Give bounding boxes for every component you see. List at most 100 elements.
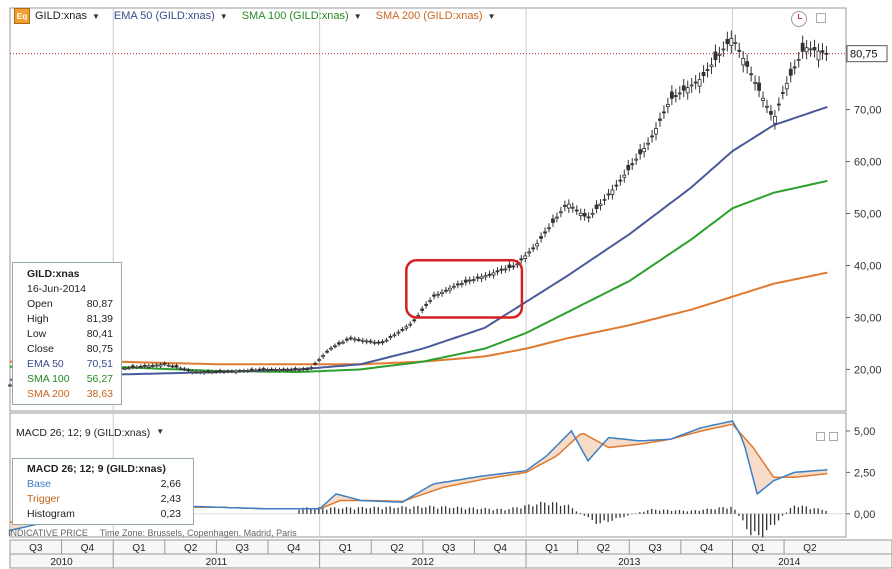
candle-body xyxy=(158,364,163,367)
candle-body xyxy=(166,364,171,367)
info-row: SMA 100 56,27 xyxy=(13,372,121,387)
candle-body xyxy=(202,371,207,374)
candle-body xyxy=(444,289,448,292)
candle-body xyxy=(574,209,579,212)
candle-body xyxy=(669,91,674,99)
candle-body xyxy=(824,52,829,55)
info-label: SMA 100 xyxy=(27,373,70,385)
symbol-selector[interactable]: Eq GILD:xnas ▼ xyxy=(14,8,100,24)
candle-body xyxy=(622,174,627,178)
candle-body xyxy=(555,216,559,219)
candle-body xyxy=(337,342,341,345)
candle-body xyxy=(360,339,365,342)
candle-body xyxy=(558,211,563,214)
info-value: 56,27 xyxy=(86,373,113,385)
info-row: Close 80,75 xyxy=(13,342,121,357)
candle-body xyxy=(590,212,595,215)
candle-body xyxy=(721,48,726,51)
candle-body xyxy=(487,273,492,276)
candle-body xyxy=(523,255,528,259)
candle-body xyxy=(654,128,658,135)
candle-body xyxy=(729,37,734,46)
time-zone: Time Zone: Brussels, Copenhagen, Madrid,… xyxy=(99,528,297,538)
candle-body xyxy=(206,370,211,373)
candle-body xyxy=(333,345,337,348)
quarter-label: Q1 xyxy=(752,543,766,554)
chevron-down-icon: ▼ xyxy=(487,11,496,21)
candle-body xyxy=(543,231,547,234)
sma200-label: SMA 200 (GILD:xnas) xyxy=(375,10,483,22)
symbol-label: GILD:xnas xyxy=(35,10,87,22)
candle-body xyxy=(344,338,349,341)
close-icon[interactable] xyxy=(829,432,838,441)
chevron-down-icon: ▼ xyxy=(219,11,228,21)
info-label: Close xyxy=(27,343,54,355)
year-label: 2011 xyxy=(206,557,228,568)
clock-icon[interactable] xyxy=(791,11,807,27)
maximize-icon[interactable] xyxy=(816,13,826,23)
quarter-label: Q2 xyxy=(803,543,817,554)
candle-body xyxy=(174,365,179,368)
candle-body xyxy=(234,370,238,373)
candle-body xyxy=(440,291,444,294)
candle-body xyxy=(646,142,650,145)
info-value: 38,63 xyxy=(86,388,113,400)
candle-body xyxy=(733,42,738,44)
candle-body xyxy=(348,337,353,340)
ema-selector[interactable]: EMA 50 (GILD:xnas) ▼ xyxy=(114,10,228,22)
candle-body xyxy=(618,179,623,182)
candle-body xyxy=(253,369,258,372)
macd-label: MACD 26; 12; 9 (GILD:xnas) xyxy=(16,427,151,439)
candle-body xyxy=(241,370,246,373)
candle-body xyxy=(412,319,417,322)
candle-body xyxy=(796,58,801,61)
candle-body xyxy=(404,326,409,329)
macd-selector[interactable]: MACD 26; 12; 9 (GILD:xnas) ▼ xyxy=(16,427,164,439)
ema-label: EMA 50 (GILD:xnas) xyxy=(113,10,215,22)
candle-body xyxy=(685,87,690,94)
macd-row-label: Histogram xyxy=(27,508,75,520)
candle-body xyxy=(218,370,222,373)
candle-body xyxy=(495,270,500,273)
info-row: Open 80,87 xyxy=(13,297,121,312)
chevron-down-icon: ▼ xyxy=(353,11,362,21)
quarter-label: Q2 xyxy=(390,543,404,554)
candle-body xyxy=(753,81,757,84)
macd-info-box: MACD 26; 12; 9 (GILD:xnas) Base 2,66 Trig… xyxy=(12,458,194,525)
indicative-price: INDICATIVE PRICE xyxy=(8,528,88,538)
candle-body xyxy=(380,341,385,344)
candle-body xyxy=(178,367,183,370)
candle-body xyxy=(329,347,333,350)
candle-body xyxy=(396,331,401,334)
candle-body xyxy=(598,203,603,206)
sma100-selector[interactable]: SMA 100 (GILD:xnas) ▼ xyxy=(242,10,362,22)
candle-body xyxy=(630,163,635,166)
candle-body xyxy=(356,339,361,341)
candle-body xyxy=(214,371,218,374)
maximize-icon[interactable] xyxy=(816,432,825,441)
candle-body xyxy=(273,369,278,371)
candle-body xyxy=(289,369,294,371)
candle-body xyxy=(689,84,694,87)
candle-body xyxy=(594,204,599,210)
candle-body xyxy=(230,370,234,373)
quarter-label: Q1 xyxy=(545,543,559,554)
quarter-label: Q3 xyxy=(236,543,250,554)
candle-body xyxy=(455,283,460,286)
candle-body xyxy=(182,368,187,371)
y-tick-label: 50,00 xyxy=(854,209,882,221)
quarter-label: Q3 xyxy=(648,543,662,554)
candle-body xyxy=(479,276,484,280)
candle-body xyxy=(150,365,155,367)
info-label: High xyxy=(27,313,49,325)
candle-body xyxy=(705,69,710,71)
candle-body xyxy=(749,73,754,76)
candle-body xyxy=(709,64,714,68)
quarter-label: Q4 xyxy=(700,543,714,554)
candle-body xyxy=(769,111,773,115)
candle-body xyxy=(673,95,678,97)
candle-body xyxy=(463,279,468,283)
current-price-label: 80,75 xyxy=(850,49,878,61)
sma200-selector[interactable]: SMA 200 (GILD:xnas) ▼ xyxy=(376,10,496,22)
